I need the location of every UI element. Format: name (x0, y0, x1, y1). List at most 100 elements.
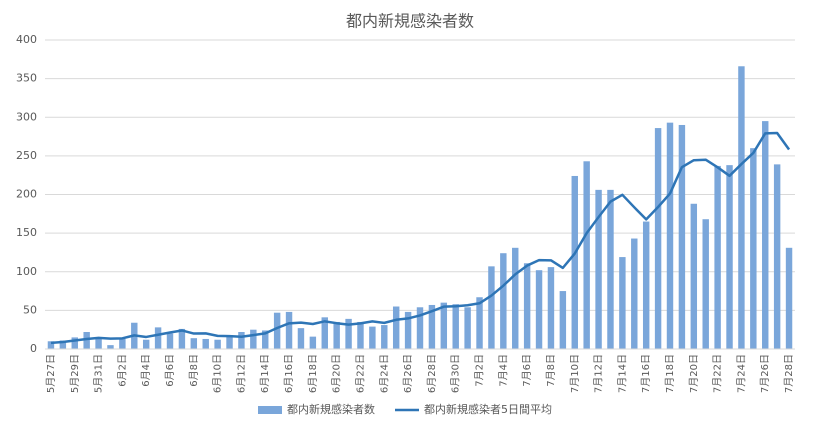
bar (166, 333, 174, 349)
bar (250, 329, 257, 349)
bar (785, 247, 793, 349)
x-tick-label: 6月16日 (283, 354, 295, 393)
bar (523, 263, 531, 349)
bar (702, 219, 709, 349)
bar (595, 189, 602, 349)
x-tick-label: 7月4日 (497, 354, 509, 387)
bar (226, 335, 233, 349)
bar (190, 338, 198, 349)
bar (678, 124, 686, 349)
x-tick-label: 6月18日 (307, 354, 319, 393)
x-tick-label: 7月20日 (688, 354, 700, 393)
x-tick-label: 7月26日 (759, 354, 771, 393)
bar (404, 311, 412, 349)
x-tick-label: 6月12日 (235, 354, 247, 393)
x-tick-label: 6月6日 (164, 354, 176, 387)
y-tick-label: 300 (16, 110, 37, 123)
x-tick-label: 6月10日 (212, 354, 224, 393)
y-tick-label: 400 (16, 33, 37, 46)
bar (59, 340, 67, 349)
bar (428, 304, 436, 349)
legend-label: 都内新規感染者数 (287, 402, 375, 416)
bar (714, 165, 721, 349)
bar (154, 327, 162, 349)
bar (142, 339, 150, 349)
bar (666, 122, 674, 349)
bar (262, 330, 269, 349)
bar (119, 338, 126, 349)
bar (71, 337, 78, 349)
bar (214, 339, 221, 349)
bar (488, 266, 495, 349)
bar (654, 128, 662, 349)
bar (631, 238, 638, 349)
y-tick-label: 150 (16, 226, 37, 239)
x-tick-label: 5月27日 (45, 354, 57, 393)
bar (202, 338, 209, 349)
x-tick-label: 6月24日 (378, 354, 390, 393)
bar (500, 253, 507, 349)
bar (726, 165, 733, 349)
bar (392, 306, 400, 349)
x-tick-label: 7月12日 (593, 354, 605, 393)
bar (619, 257, 626, 349)
bar (416, 307, 424, 349)
bar (738, 66, 745, 349)
y-tick-label: 50 (23, 303, 37, 316)
x-tick-label: 7月24日 (735, 354, 747, 393)
bar (321, 317, 328, 349)
x-tick-label: 7月28日 (783, 354, 795, 393)
line (50, 131, 791, 345)
y-tick-label: 350 (16, 72, 37, 85)
bar (583, 161, 590, 349)
legend-label: 都内新規感染者5日間平均 (424, 402, 552, 416)
bar (345, 318, 352, 349)
x-tick-label: 6月20日 (331, 354, 343, 393)
bar (47, 341, 55, 349)
bar (773, 164, 781, 349)
x-tick-label: 7月6日 (521, 354, 533, 387)
x-tick-label: 6月26日 (402, 354, 414, 393)
x-tick-label: 6月2日 (116, 354, 128, 387)
x-tick-label: 7月10日 (569, 354, 581, 393)
bar (285, 311, 293, 349)
bar (357, 321, 364, 349)
chart-title: 都内新規感染者数 (346, 12, 474, 31)
y-tick-label: 100 (16, 265, 37, 278)
y-tick-label: 0 (30, 342, 37, 355)
x-tick-label: 7月2日 (474, 354, 486, 387)
x-tick-label: 7月22日 (712, 354, 724, 393)
bar (452, 304, 459, 349)
bar (440, 302, 448, 349)
bar (476, 297, 483, 349)
bar (273, 312, 281, 349)
bar (464, 307, 471, 349)
bar (333, 321, 340, 349)
x-tick-label: 7月14日 (616, 354, 628, 393)
x-tick-label: 7月8日 (545, 354, 557, 387)
bar (762, 121, 769, 349)
bar (83, 332, 90, 349)
x-tick-label: 6月30日 (450, 354, 462, 393)
bar (512, 247, 519, 349)
bar (297, 328, 305, 349)
bar (238, 332, 245, 349)
bar (535, 270, 543, 349)
x-tick-label: 7月16日 (640, 354, 652, 393)
legend-swatch (258, 406, 282, 414)
bar (750, 148, 757, 349)
bar (381, 325, 388, 349)
bar (178, 328, 186, 349)
bar (369, 326, 376, 349)
bar (547, 267, 555, 349)
bar (107, 345, 114, 349)
x-tick-label: 6月8日 (188, 354, 200, 387)
bar (559, 291, 567, 349)
x-tick-label: 6月28日 (426, 354, 438, 393)
x-tick-label: 6月22日 (354, 354, 366, 393)
x-tick-label: 5月31日 (93, 354, 105, 393)
bar (309, 336, 317, 349)
x-tick-label: 5月29日 (69, 354, 81, 393)
bar (95, 338, 102, 349)
